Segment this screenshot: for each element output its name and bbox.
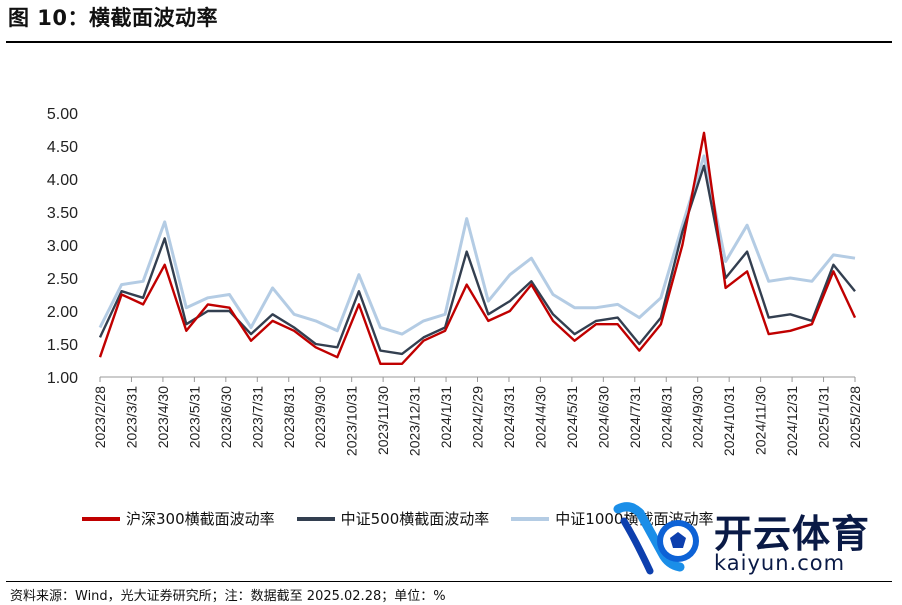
x-tick-label: 2023/4/30	[155, 386, 171, 448]
legend-label-zz500: 中证500横截面波动率	[340, 510, 490, 528]
legend-label-hs300: 沪深300横截面波动率	[126, 510, 275, 528]
y-tick-label: 3.50	[47, 205, 78, 222]
kaiyun-logo-icon	[613, 502, 699, 575]
y-tick-label: 4.00	[47, 172, 78, 189]
x-tick-label: 2024/9/30	[690, 386, 706, 448]
y-tick-label: 1.50	[47, 337, 78, 354]
x-tick-label: 2023/2/28	[92, 386, 108, 448]
series-line-zz500	[98, 164, 856, 356]
x-tick-label: 2023/5/31	[186, 386, 202, 448]
legend-swatch-hs300	[82, 516, 120, 521]
y-tick-label: 2.50	[47, 271, 78, 288]
series-line-hs300	[98, 131, 857, 365]
title-rule	[6, 41, 892, 43]
x-tick-label: 2023/3/31	[123, 386, 139, 448]
x-tick-label: 2025/1/31	[816, 386, 832, 448]
x-tick-label: 2023/7/31	[249, 386, 265, 448]
chart-title: 图 10：横截面波动率	[8, 6, 219, 30]
legend-swatch-zz1000	[511, 516, 550, 521]
logo-name-en: kaiyun.com	[714, 551, 846, 575]
series-line-zz1000	[98, 154, 856, 336]
x-tick-label: 2023/6/30	[218, 386, 234, 448]
x-tick-label: 2023/12/31	[407, 386, 423, 456]
x-tick-label: 2024/11/30	[753, 386, 769, 455]
x-tick-label: 2024/2/29	[470, 386, 486, 448]
x-tick-label: 2023/10/31	[344, 386, 360, 456]
x-tick-label: 2024/3/31	[501, 386, 517, 448]
x-tick-label: 2024/10/31	[721, 386, 737, 456]
x-tick-label: 2024/6/30	[595, 386, 611, 448]
x-tick-label: 2024/1/31	[438, 386, 454, 448]
logo-name-cn: 开云体育	[714, 512, 871, 556]
source-note: 资料来源：Wind，光大证券研究所；注：数据截至 2025.02.28；单位：%	[10, 589, 446, 604]
source-rule	[6, 581, 892, 582]
x-tick-label: 2024/5/31	[564, 386, 580, 448]
y-tick-label: 1.00	[47, 370, 78, 387]
x-tick-label: 2023/9/30	[312, 386, 328, 448]
x-tick-label: 2024/12/31	[784, 386, 800, 456]
legend-swatch-zz500	[296, 516, 335, 521]
y-tick-label: 5.00	[47, 106, 78, 123]
x-tick-label: 2025/2/28	[847, 386, 863, 448]
x-tick-label: 2024/8/31	[658, 386, 674, 448]
kaiyun-logo: 开云体育 kaiyun.com	[610, 501, 892, 579]
x-tick-label: 2024/4/30	[532, 386, 548, 448]
x-tick-label: 2024/7/31	[627, 386, 643, 448]
x-tick-label: 2023/8/31	[281, 386, 297, 448]
y-tick-label: 3.00	[47, 238, 78, 255]
x-tick-label: 2023/11/30	[375, 386, 391, 455]
legend-item-zz500: 中证500横截面波动率	[296, 508, 490, 529]
legend-item-hs300: 沪深300横截面波动率	[82, 508, 275, 529]
y-tick-label: 4.50	[47, 139, 78, 156]
y-tick-label: 2.00	[47, 304, 78, 321]
